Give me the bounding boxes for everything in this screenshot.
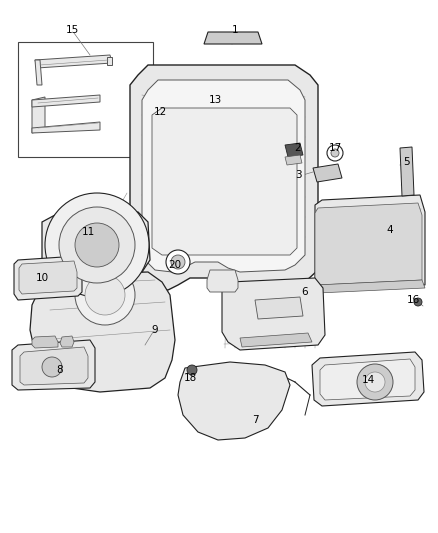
Polygon shape [285, 155, 302, 165]
Text: 6: 6 [302, 287, 308, 297]
Text: 1: 1 [232, 25, 238, 35]
Polygon shape [35, 55, 112, 68]
Text: 3: 3 [295, 170, 301, 180]
Polygon shape [320, 359, 415, 400]
Polygon shape [14, 256, 82, 300]
Text: 2: 2 [295, 143, 301, 153]
Polygon shape [32, 95, 100, 107]
Text: 12: 12 [153, 107, 166, 117]
Circle shape [365, 372, 385, 392]
Polygon shape [285, 143, 303, 157]
Circle shape [42, 357, 62, 377]
Polygon shape [32, 122, 100, 133]
Circle shape [327, 145, 343, 161]
Text: 16: 16 [406, 295, 420, 305]
Circle shape [414, 298, 422, 306]
Circle shape [357, 364, 393, 400]
Polygon shape [240, 333, 312, 347]
Polygon shape [35, 60, 42, 85]
Polygon shape [312, 352, 424, 406]
Polygon shape [142, 80, 305, 272]
Polygon shape [107, 57, 112, 65]
Polygon shape [152, 108, 297, 255]
Text: 15: 15 [65, 25, 79, 35]
Polygon shape [255, 297, 303, 319]
Polygon shape [30, 272, 175, 392]
Text: 20: 20 [169, 260, 182, 270]
Polygon shape [315, 203, 422, 285]
Polygon shape [315, 195, 425, 290]
Polygon shape [204, 32, 262, 44]
Circle shape [59, 207, 135, 283]
Bar [18, 42, 153, 157]
Text: 5: 5 [404, 157, 410, 167]
Text: 14: 14 [361, 375, 374, 385]
Polygon shape [178, 362, 290, 440]
Polygon shape [20, 347, 88, 385]
Polygon shape [207, 270, 238, 292]
Circle shape [331, 149, 339, 157]
Text: 4: 4 [387, 225, 393, 235]
Text: 7: 7 [252, 415, 258, 425]
Polygon shape [315, 280, 425, 293]
Circle shape [85, 275, 125, 315]
Polygon shape [42, 212, 150, 278]
Circle shape [45, 193, 149, 297]
Polygon shape [60, 336, 74, 347]
Text: 8: 8 [57, 365, 64, 375]
Text: 17: 17 [328, 143, 342, 153]
Polygon shape [32, 336, 58, 348]
Polygon shape [130, 65, 318, 290]
Polygon shape [400, 147, 414, 196]
Polygon shape [313, 164, 342, 182]
Text: 11: 11 [81, 227, 95, 237]
Polygon shape [12, 340, 95, 390]
Polygon shape [19, 261, 77, 294]
Circle shape [75, 265, 135, 325]
Text: 18: 18 [184, 373, 197, 383]
Text: 9: 9 [152, 325, 158, 335]
Text: 10: 10 [35, 273, 49, 283]
Polygon shape [222, 278, 325, 350]
Polygon shape [32, 97, 45, 133]
Circle shape [187, 365, 197, 375]
Circle shape [171, 255, 185, 269]
Circle shape [75, 223, 119, 267]
Circle shape [166, 250, 190, 274]
Text: 13: 13 [208, 95, 222, 105]
